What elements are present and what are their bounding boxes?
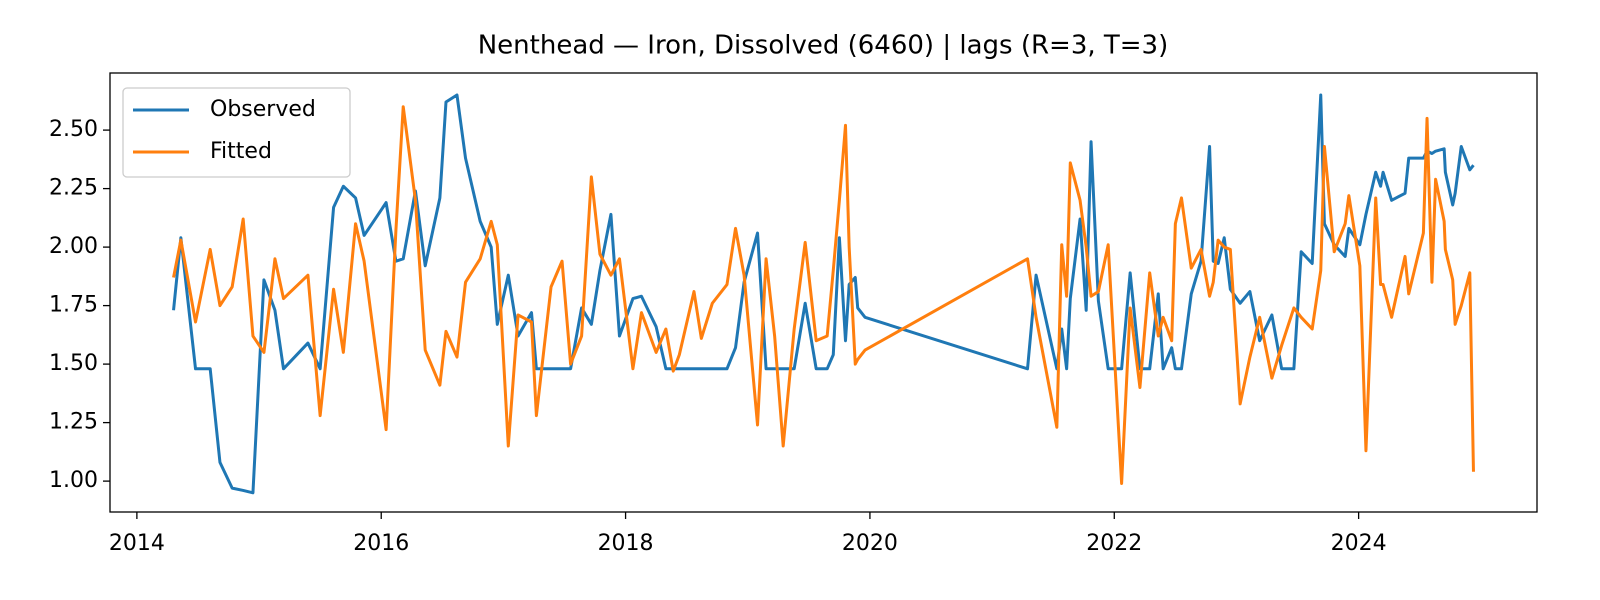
y-tick-label: 1.50: [49, 351, 98, 376]
y-tick-label: 1.75: [49, 293, 98, 318]
y-tick-label: 2.25: [49, 176, 98, 201]
data-line: [172, 105, 1475, 485]
x-tick-label: 2018: [598, 531, 654, 556]
legend-label: Observed: [210, 97, 316, 122]
chart-title: Nenthead — Iron, Dissolved (6460) | lags…: [478, 31, 1169, 61]
x-tick-label: 2014: [109, 531, 165, 556]
y-tick-label: 1.25: [49, 410, 98, 435]
x-tick-label: 2024: [1331, 531, 1387, 556]
y-tick-label: 2.50: [49, 117, 98, 142]
y-tick-label: 1.00: [49, 468, 98, 493]
x-tick-label: 2020: [842, 531, 898, 556]
legend-label: Fitted: [210, 139, 272, 164]
x-tick-label: 2022: [1086, 531, 1142, 556]
x-tick-label: 2016: [353, 531, 409, 556]
legend: Observed Fitted: [122, 87, 351, 178]
y-tick-label: 2.00: [49, 234, 98, 259]
plot-frame: [109, 72, 1538, 513]
